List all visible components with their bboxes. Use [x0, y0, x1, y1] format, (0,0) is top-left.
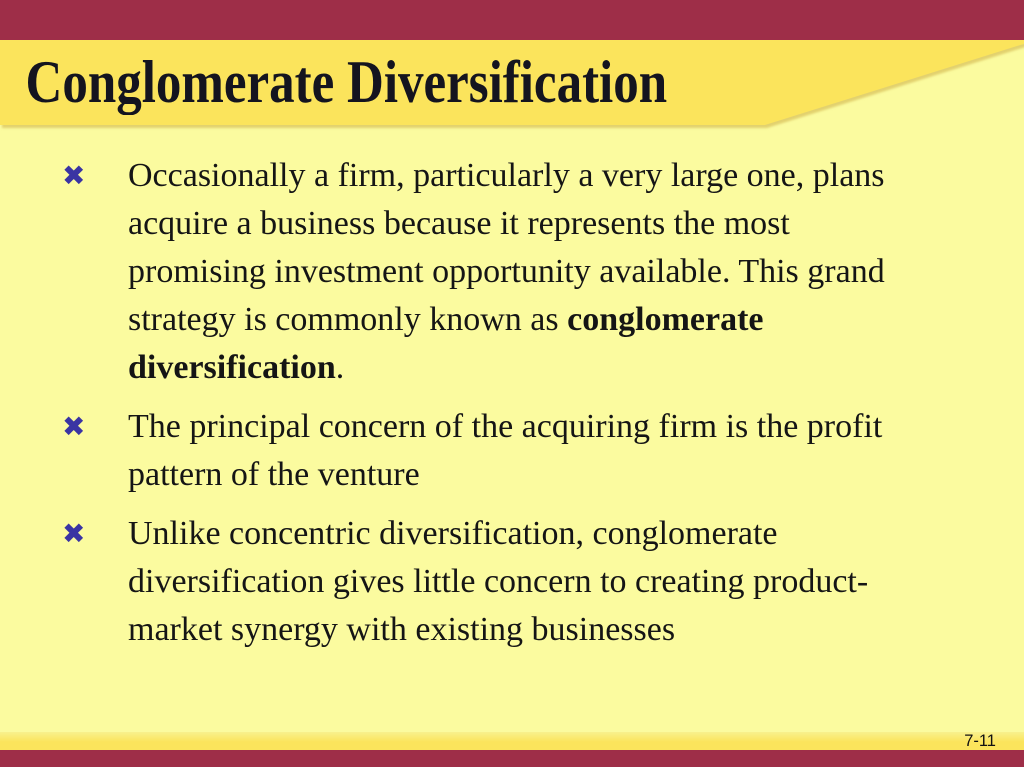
bullet-text: Occasionally a firm, particularly a very… [128, 152, 934, 392]
text-segment: conglomerate diversification [128, 301, 764, 386]
list-item: ✖ Occasionally a firm, particularly a ver… [62, 152, 942, 392]
text-segment: Unlike concentric diversification, congl… [128, 515, 869, 648]
slide-title: Conglomerate Diversification [25, 49, 668, 115]
text-segment: The principal concern of the acquiring f… [128, 408, 883, 493]
cross-bullet-icon: ✖ [62, 410, 86, 443]
footer-accent-band: 7-11 [0, 732, 1024, 750]
list-item: ✖ Unlike concentric diversification, cong… [62, 510, 942, 654]
cross-bullet-icon: ✖ [62, 517, 86, 550]
bullet-text: Unlike concentric diversification, congl… [128, 510, 934, 654]
page-number: 7-11 [964, 732, 996, 750]
top-accent-bar [0, 0, 1024, 40]
bullet-list: ✖ Occasionally a firm, particularly a ver… [62, 152, 942, 665]
cross-bullet-icon: ✖ [62, 159, 86, 192]
text-segment: . [335, 349, 345, 386]
title-band-shape: Conglomerate Diversification [0, 40, 1024, 125]
bullet-text: The principal concern of the acquiring f… [128, 403, 934, 499]
text-segment: Occasionally a firm, particularly a very… [128, 157, 885, 338]
title-band: Conglomerate Diversification [0, 40, 1024, 125]
bottom-accent-bar [0, 750, 1024, 767]
list-item: ✖ The principal concern of the acquiring … [62, 403, 942, 499]
